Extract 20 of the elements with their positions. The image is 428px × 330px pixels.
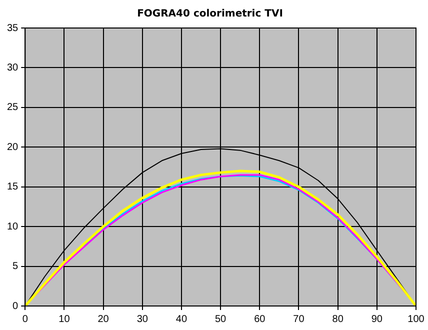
x-tick-label: 100 xyxy=(408,314,425,325)
x-tick-label: 50 xyxy=(215,314,227,325)
x-tick-label: 90 xyxy=(371,314,383,325)
y-tick-label: 5 xyxy=(12,261,19,272)
y-tick-label: 20 xyxy=(7,142,19,153)
x-tick-label: 80 xyxy=(332,314,344,325)
y-tick-label: 35 xyxy=(7,22,19,34)
x-tick-label: 20 xyxy=(98,314,110,325)
x-tick-label: 30 xyxy=(136,314,148,325)
y-tick-label: 25 xyxy=(7,102,19,114)
x-tick-label: 60 xyxy=(254,314,266,325)
y-tick-label: 30 xyxy=(7,62,19,74)
x-tick-label: 0 xyxy=(22,314,28,325)
x-tick-label: 70 xyxy=(293,314,305,325)
y-tick-label: 15 xyxy=(7,182,19,193)
x-tick-label: 40 xyxy=(176,314,188,325)
y-tick-label: 10 xyxy=(7,221,19,232)
x-tick-label: 10 xyxy=(58,314,70,325)
chart-title: FOGRA40 colorimetric TVI xyxy=(137,8,283,20)
y-tick-label: 0 xyxy=(12,300,19,312)
